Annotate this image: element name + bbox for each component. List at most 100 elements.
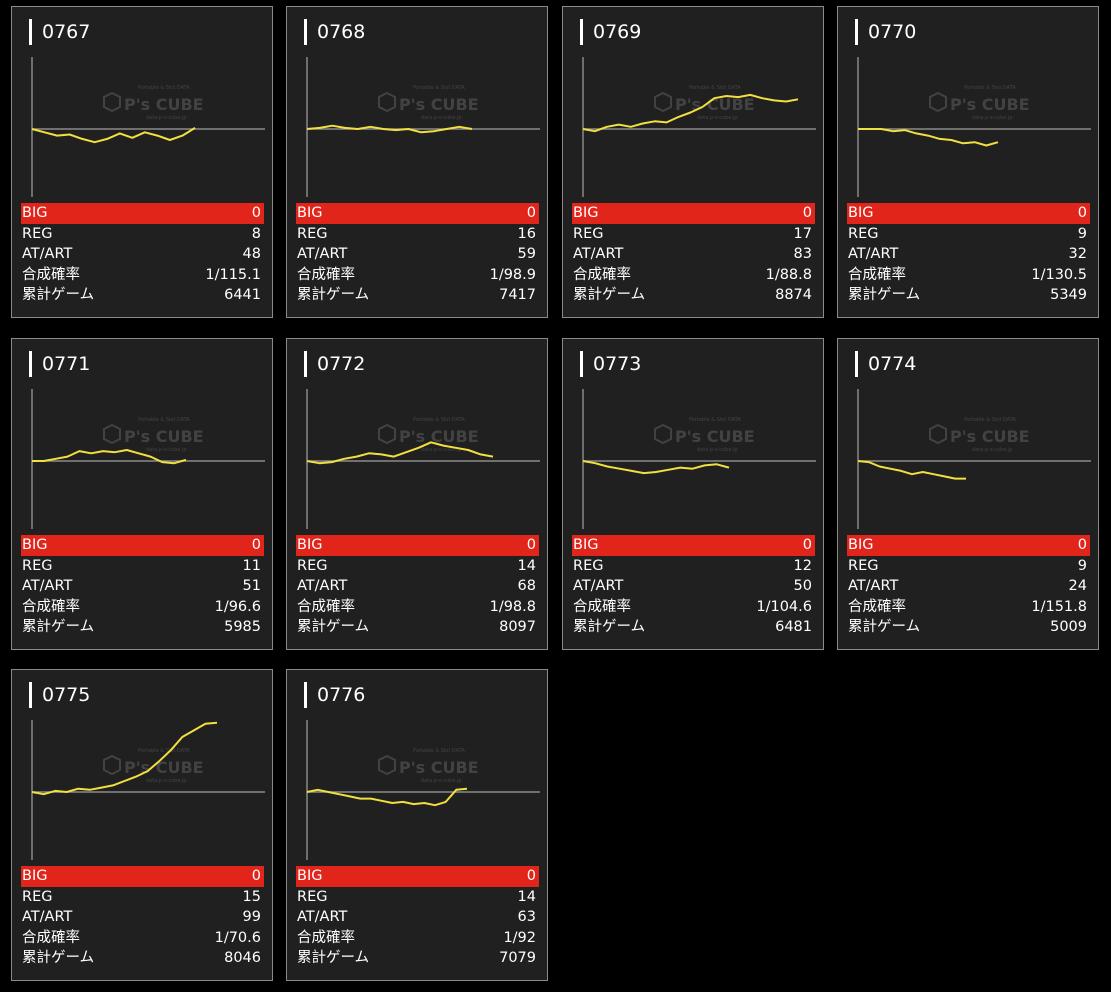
trend-line (306, 441, 494, 465)
stat-value: 8046 (224, 950, 261, 966)
big-row: BIG 0 (296, 866, 539, 887)
stat-value: 8097 (499, 619, 536, 635)
stat-label: AT/ART (22, 909, 73, 925)
total-games-row: 累計ゲーム 5349 (847, 285, 1090, 306)
machine-card[interactable]: 0776 Portable & Slot DATA P's CUBE data.p-s… (286, 669, 548, 981)
watermark-logo-text: P's CUBE (950, 427, 1030, 446)
at-art-row: AT/ART 51 (21, 576, 264, 597)
title-marker (29, 682, 32, 708)
stat-label: 累計ゲーム (22, 287, 95, 303)
watermark-logo-text: P's CUBE (399, 758, 479, 777)
stat-label: AT/ART (297, 246, 348, 262)
machine-card[interactable]: 0769 Portable & Slot DATA P's CUBE data.p-s… (562, 6, 824, 318)
machine-card[interactable]: 0774 Portable & Slot DATA P's CUBE data.p-s… (837, 338, 1099, 650)
at-art-row: AT/ART 63 (296, 907, 539, 928)
stat-value: 7417 (499, 287, 536, 303)
stat-value: 68 (517, 578, 536, 594)
watermark-tagline-top: Portable & Slot DATA (689, 417, 741, 423)
watermark-tagline-bottom: data.p-s-cube.jp (421, 778, 462, 784)
stat-value: 99 (242, 909, 261, 925)
machine-card[interactable]: 0775 Portable & Slot DATA P's CUBE data.p-s… (11, 669, 273, 981)
stat-label: REG (22, 557, 53, 574)
stat-value: 1/96.6 (214, 598, 261, 615)
machine-card[interactable]: 0768 Portable & Slot DATA P's CUBE data.p-s… (286, 6, 548, 318)
watermark-logo: Portable & Slot DATA P's CUBEdata.p-s-cub… (929, 417, 1030, 453)
stat-value: 1/70.6 (214, 929, 261, 946)
stat-value: 1/151.8 (1031, 598, 1087, 615)
reg-row: REG 17 (572, 224, 815, 245)
total-games-row: 累計ゲーム 8097 (296, 617, 539, 638)
cube-icon (929, 91, 947, 113)
big-row: BIG 0 (847, 203, 1090, 224)
payout-graph: Portable & Slot DATA P's CUBEdata.p-s-cub… (582, 389, 816, 529)
watermark-tagline-top: Portable & Slot DATA (138, 417, 190, 423)
watermark-tagline-top: Portable & Slot DATA (138, 748, 190, 754)
machine-card[interactable]: 0773 Portable & Slot DATA P's CUBE data.p-s… (562, 338, 824, 650)
total-games-row: 累計ゲーム 6481 (572, 617, 815, 638)
at-art-row: AT/ART 59 (296, 244, 539, 265)
trend-line (31, 127, 196, 144)
reg-row: REG 9 (847, 224, 1090, 245)
big-row: BIG 0 (21, 203, 264, 224)
stat-label: 合成確率 (22, 598, 80, 615)
stat-value: 1/130.5 (1031, 266, 1087, 283)
cube-icon (103, 754, 121, 776)
stat-value: 59 (517, 246, 536, 262)
reg-row: REG 9 (847, 556, 1090, 577)
watermark-tagline-bottom: data.p-s-cube.jp (146, 115, 187, 121)
stat-label: 合成確率 (22, 929, 80, 946)
watermark-tagline-bottom: data.p-s-cube.jp (972, 115, 1013, 121)
stat-label: 累計ゲーム (297, 950, 370, 966)
watermark-logo: Portable & Slot DATA P's CUBEdata.p-s-cub… (654, 85, 755, 121)
reg-row: REG 15 (21, 887, 264, 908)
stat-value: 6441 (224, 287, 261, 303)
machine-card[interactable]: 0772 Portable & Slot DATA P's CUBE data.p-s… (286, 338, 548, 650)
title-marker (580, 351, 583, 377)
at-art-row: AT/ART 99 (21, 907, 264, 928)
watermark-logo-text: P's CUBE (124, 758, 204, 777)
combined-rate-row: 合成確率 1/88.8 (572, 265, 815, 286)
stat-value: 5009 (1050, 619, 1087, 635)
stat-value: 0 (526, 205, 536, 221)
payout-graph: Portable & Slot DATA P's CUBEdata.p-s-cub… (582, 57, 816, 197)
stat-label: 合成確率 (297, 929, 355, 946)
machine-card[interactable]: 0770 Portable & Slot DATA P's CUBE data.p-s… (837, 6, 1099, 318)
payout-graph: Portable & Slot DATA P's CUBEdata.p-s-cub… (31, 720, 265, 860)
stat-label: 累計ゲーム (22, 950, 95, 966)
watermark-logo-text: P's CUBE (399, 427, 479, 446)
watermark-tagline-bottom: data.p-s-cube.jp (421, 447, 462, 453)
watermark-tagline-top: Portable & Slot DATA (138, 85, 190, 91)
cube-icon (103, 423, 121, 445)
watermark-tagline-bottom: data.p-s-cube.jp (697, 447, 738, 453)
payout-graph: Portable & Slot DATA P's CUBEdata.p-s-cub… (306, 57, 540, 197)
trend-line (582, 93, 799, 133)
stat-value: 5349 (1050, 287, 1087, 303)
stat-value: 0 (251, 868, 261, 884)
payout-graph: Portable & Slot DATA P's CUBEdata.p-s-cub… (306, 720, 540, 860)
total-games-row: 累計ゲーム 5009 (847, 617, 1090, 638)
watermark-tagline-top: Portable & Slot DATA (689, 85, 741, 91)
big-row: BIG 0 (847, 535, 1090, 556)
big-row: BIG 0 (296, 203, 539, 224)
stats-table: BIG 0 REG 9 AT/ART 32 合成確率 1/130.5 累計ゲーム 5349 (847, 203, 1090, 306)
title-marker (855, 351, 858, 377)
stat-label: AT/ART (297, 578, 348, 594)
machine-card[interactable]: 0771 Portable & Slot DATA P's CUBE data.p-s… (11, 338, 273, 650)
cube-icon (378, 91, 396, 113)
stat-value: 8 (251, 225, 261, 242)
payout-graph: Portable & Slot DATA P's CUBEdata.p-s-cub… (31, 57, 265, 197)
trend-line (306, 787, 468, 807)
trend-line (306, 124, 473, 134)
stat-label: 合成確率 (22, 266, 80, 283)
stat-value: 51 (242, 578, 261, 594)
reg-row: REG 8 (21, 224, 264, 245)
stat-value: 63 (517, 909, 536, 925)
stat-label: BIG (22, 868, 48, 884)
stat-value: 11 (242, 557, 261, 574)
machine-card[interactable]: 0767 Portable & Slot DATA P's CUBE data.p-s… (11, 6, 273, 318)
watermark-logo-text: P's CUBE (124, 95, 204, 114)
stat-label: AT/ART (573, 578, 624, 594)
machine-number: 0770 (868, 21, 917, 43)
trend-line (582, 460, 730, 475)
total-games-row: 累計ゲーム 8874 (572, 285, 815, 306)
